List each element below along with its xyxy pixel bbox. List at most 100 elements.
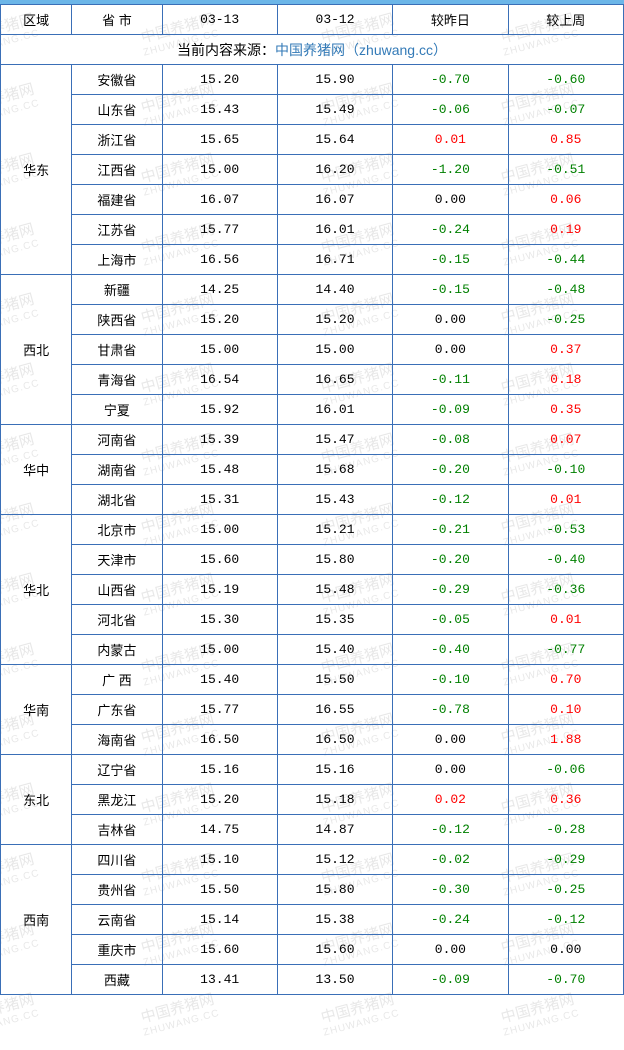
diff-lastweek: 0.35 xyxy=(508,395,623,425)
value-date2: 14.40 xyxy=(277,275,392,305)
table-row: 陕西省15.2015.200.00-0.25 xyxy=(1,305,624,335)
watermark: 中国养猪网ZHUWANG.CC xyxy=(317,990,401,1039)
table-row: 海南省16.5016.500.001.88 xyxy=(1,725,624,755)
col-region: 区域 xyxy=(1,5,72,35)
diff-yesterday: -0.20 xyxy=(393,545,508,575)
diff-yesterday: -0.09 xyxy=(393,395,508,425)
table-row: 天津市15.6015.80-0.20-0.40 xyxy=(1,545,624,575)
diff-yesterday: -0.20 xyxy=(393,455,508,485)
value-date2: 15.00 xyxy=(277,335,392,365)
value-date1: 15.50 xyxy=(162,875,277,905)
value-date2: 15.40 xyxy=(277,635,392,665)
value-date1: 13.41 xyxy=(162,965,277,995)
value-date2: 15.80 xyxy=(277,545,392,575)
diff-lastweek: 0.01 xyxy=(508,485,623,515)
province-cell: 云南省 xyxy=(72,905,162,935)
value-date1: 15.20 xyxy=(162,65,277,95)
value-date2: 15.90 xyxy=(277,65,392,95)
table-row: 华中河南省15.3915.47-0.080.07 xyxy=(1,425,624,455)
diff-yesterday: -0.30 xyxy=(393,875,508,905)
diff-yesterday: -0.05 xyxy=(393,605,508,635)
diff-lastweek: -0.25 xyxy=(508,875,623,905)
table-row: 西藏13.4113.50-0.09-0.70 xyxy=(1,965,624,995)
diff-lastweek: -0.48 xyxy=(508,275,623,305)
diff-lastweek: -0.70 xyxy=(508,965,623,995)
province-cell: 福建省 xyxy=(72,185,162,215)
value-date2: 15.47 xyxy=(277,425,392,455)
source-prefix: 当前内容来源： xyxy=(177,42,275,58)
province-cell: 天津市 xyxy=(72,545,162,575)
value-date1: 16.56 xyxy=(162,245,277,275)
diff-yesterday: -0.24 xyxy=(393,905,508,935)
value-date1: 15.92 xyxy=(162,395,277,425)
diff-lastweek: 0.00 xyxy=(508,935,623,965)
diff-yesterday: -0.15 xyxy=(393,245,508,275)
value-date2: 15.49 xyxy=(277,95,392,125)
value-date2: 15.50 xyxy=(277,665,392,695)
diff-lastweek: 0.37 xyxy=(508,335,623,365)
value-date1: 15.43 xyxy=(162,95,277,125)
value-date1: 14.25 xyxy=(162,275,277,305)
value-date2: 15.48 xyxy=(277,575,392,605)
value-date1: 15.14 xyxy=(162,905,277,935)
value-date2: 16.65 xyxy=(277,365,392,395)
table-row: 湖南省15.4815.68-0.20-0.10 xyxy=(1,455,624,485)
value-date1: 15.40 xyxy=(162,665,277,695)
value-date1: 15.00 xyxy=(162,515,277,545)
table-row: 吉林省14.7514.87-0.12-0.28 xyxy=(1,815,624,845)
province-cell: 吉林省 xyxy=(72,815,162,845)
province-cell: 安徽省 xyxy=(72,65,162,95)
diff-lastweek: -0.36 xyxy=(508,575,623,605)
region-cell: 华中 xyxy=(1,425,72,515)
diff-yesterday: 0.00 xyxy=(393,935,508,965)
diff-lastweek: -0.10 xyxy=(508,455,623,485)
diff-lastweek: 0.85 xyxy=(508,125,623,155)
diff-yesterday: 0.02 xyxy=(393,785,508,815)
value-date2: 15.12 xyxy=(277,845,392,875)
diff-lastweek: -0.44 xyxy=(508,245,623,275)
diff-yesterday: -0.15 xyxy=(393,275,508,305)
source-link[interactable]: 中国养猪网（zhuwang.cc） xyxy=(275,42,447,58)
diff-lastweek: 0.70 xyxy=(508,665,623,695)
table-row: 甘肃省15.0015.000.000.37 xyxy=(1,335,624,365)
value-date1: 15.60 xyxy=(162,545,277,575)
value-date1: 14.75 xyxy=(162,815,277,845)
table-row: 青海省16.5416.65-0.110.18 xyxy=(1,365,624,395)
diff-lastweek: -0.40 xyxy=(508,545,623,575)
value-date1: 15.10 xyxy=(162,845,277,875)
diff-yesterday: 0.00 xyxy=(393,755,508,785)
diff-yesterday: -0.21 xyxy=(393,515,508,545)
province-cell: 新疆 xyxy=(72,275,162,305)
region-cell: 东北 xyxy=(1,755,72,845)
diff-yesterday: -1.20 xyxy=(393,155,508,185)
province-cell: 黑龙江 xyxy=(72,785,162,815)
province-cell: 上海市 xyxy=(72,245,162,275)
province-cell: 河北省 xyxy=(72,605,162,635)
province-cell: 江西省 xyxy=(72,155,162,185)
province-cell: 甘肃省 xyxy=(72,335,162,365)
province-cell: 辽宁省 xyxy=(72,755,162,785)
region-cell: 华南 xyxy=(1,665,72,755)
diff-lastweek: -0.12 xyxy=(508,905,623,935)
table-row: 重庆市15.6015.600.000.00 xyxy=(1,935,624,965)
province-cell: 湖南省 xyxy=(72,455,162,485)
value-date1: 16.50 xyxy=(162,725,277,755)
diff-lastweek: 1.88 xyxy=(508,725,623,755)
diff-yesterday: -0.08 xyxy=(393,425,508,455)
table-row: 河北省15.3015.35-0.050.01 xyxy=(1,605,624,635)
province-cell: 西藏 xyxy=(72,965,162,995)
diff-yesterday: -0.09 xyxy=(393,965,508,995)
watermark: 中国养猪网ZHUWANG.CC xyxy=(0,990,41,1039)
value-date1: 15.77 xyxy=(162,695,277,725)
value-date2: 16.07 xyxy=(277,185,392,215)
table-row: 福建省16.0716.070.000.06 xyxy=(1,185,624,215)
diff-yesterday: -0.06 xyxy=(393,95,508,125)
table-row: 华南广 西15.4015.50-0.100.70 xyxy=(1,665,624,695)
value-date2: 14.87 xyxy=(277,815,392,845)
diff-yesterday: -0.12 xyxy=(393,485,508,515)
value-date1: 15.30 xyxy=(162,605,277,635)
value-date1: 15.16 xyxy=(162,755,277,785)
table-row: 华北北京市15.0015.21-0.21-0.53 xyxy=(1,515,624,545)
province-cell: 广东省 xyxy=(72,695,162,725)
province-cell: 北京市 xyxy=(72,515,162,545)
